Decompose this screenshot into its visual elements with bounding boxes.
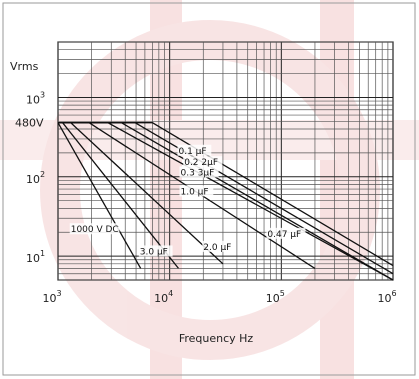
y-tick-exponent: 3 — [40, 90, 45, 99]
series-label: 1000 V DC — [71, 225, 119, 235]
x-tick-exponent: 6 — [391, 289, 396, 298]
series-label-bg — [179, 185, 214, 197]
series-label-bg — [202, 240, 237, 252]
y-axis-label: Vrms — [10, 60, 39, 73]
y-tick-label: 101 — [26, 249, 45, 265]
series-label: 0.2 2μF — [184, 158, 218, 168]
y-tick-label: 103 — [26, 90, 45, 106]
series-label-bg — [266, 227, 306, 239]
watermark-ring — [40, 20, 380, 360]
series-line — [58, 122, 180, 269]
curves — [57, 122, 394, 281]
series-label: 1.0 μF — [180, 187, 208, 197]
y-tick-exponent: 1 — [40, 249, 45, 258]
x-axis-label: Frequency Hz — [179, 332, 254, 345]
series-line — [57, 122, 142, 269]
x-tick-exponent: 5 — [280, 289, 285, 298]
series-label: 0.3 3μF — [180, 168, 214, 178]
y-tick-label: 480V — [15, 117, 44, 130]
series-label-bg — [138, 245, 173, 257]
series-label-bg — [177, 144, 212, 156]
series-label: 0.47 μF — [267, 230, 301, 240]
series-label: 0.1 μF — [179, 147, 207, 157]
series-label-bg — [183, 156, 223, 168]
series-label: 3.0 μF — [140, 247, 168, 257]
x-tick-exponent: 4 — [168, 289, 173, 298]
series-label: 2.0 μF — [203, 243, 231, 253]
outer-border — [2, 2, 416, 376]
y-tick-exponent: 2 — [40, 170, 45, 179]
x-tick-label: 103 — [42, 289, 61, 305]
x-tick-exponent: 3 — [56, 289, 61, 298]
series-label-bg — [179, 166, 219, 178]
x-tick-label: 106 — [377, 289, 396, 305]
series-label-bg — [69, 223, 120, 235]
